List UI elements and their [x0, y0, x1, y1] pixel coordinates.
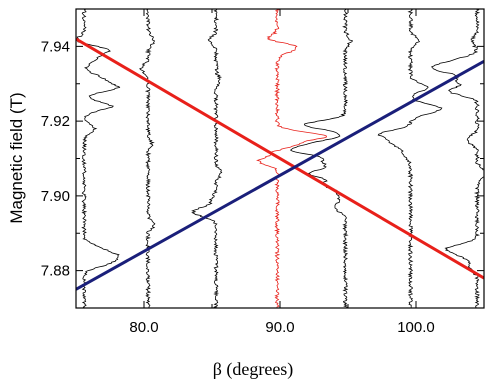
fit-line [76, 60, 484, 291]
spectra-traces [76, 9, 484, 308]
spectrum-trace [191, 9, 223, 308]
spectrum-trace [430, 9, 484, 308]
y-tick-label: 7.88 [41, 263, 70, 280]
spectrum-trace [256, 9, 327, 308]
x-tick-label: 90.0 [265, 319, 294, 336]
axis-ticks [75, 8, 485, 309]
spectrum-trace [76, 9, 121, 308]
x-axis-label: β (degrees) [213, 359, 294, 380]
y-axis-label: Magnetic field (T) [7, 92, 26, 223]
y-tick-label: 7.94 [41, 38, 70, 55]
x-tick-label: 100.0 [397, 319, 435, 336]
spectrum-trace [139, 9, 156, 308]
fit-lines [76, 37, 484, 291]
y-tick-label: 7.92 [41, 113, 70, 130]
y-tick-label: 7.90 [41, 188, 70, 205]
axis-tick-labels: 80.0 90.0 100.0 7.88 7.90 7.92 7.94 [41, 38, 435, 336]
spectrum-trace [289, 9, 353, 308]
spectrum-trace [377, 9, 443, 308]
fit-line [76, 37, 484, 280]
x-tick-label: 80.0 [129, 319, 158, 336]
